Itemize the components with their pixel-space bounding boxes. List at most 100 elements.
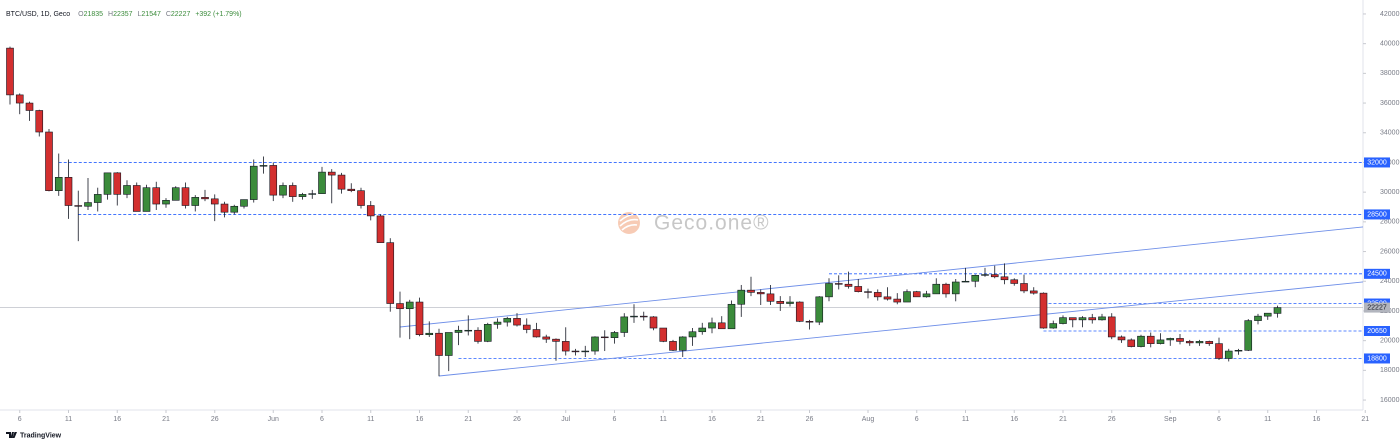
candle-body: [942, 283, 950, 295]
candle-body: [93, 194, 102, 203]
plot: 1600018000200002200024000260002800030000…: [0, 11, 1400, 423]
y-tick-label: 34000: [1380, 130, 1400, 137]
low-value: 21547: [141, 11, 161, 18]
candle-body: [610, 332, 619, 338]
candle-body: [1127, 339, 1136, 347]
candle-body: [6, 47, 14, 96]
candle-body: [132, 185, 141, 212]
candle-body: [191, 197, 200, 206]
x-tick-label: 11: [660, 416, 667, 423]
candle-body: [1078, 317, 1087, 321]
y-tick-label: 38000: [1380, 70, 1400, 77]
candle-body: [912, 291, 921, 298]
candle-body: [152, 187, 161, 205]
candle-body: [298, 194, 307, 197]
x-tick-label: 26: [513, 416, 521, 423]
candle-body: [327, 171, 336, 176]
x-tick-label: 21: [162, 416, 170, 423]
level-label-box: [1364, 325, 1390, 336]
candle-body: [1137, 335, 1145, 347]
candle-body: [64, 177, 73, 206]
candle-body: [1107, 316, 1116, 338]
candle-body: [1215, 343, 1223, 359]
candle-body: [708, 322, 716, 329]
y-tick-label: 16000: [1380, 397, 1400, 404]
candle-body: [747, 289, 755, 293]
candle-body: [279, 185, 287, 196]
x-tick-label: 16: [1313, 416, 1321, 423]
candle-body: [825, 283, 833, 298]
candle-body: [74, 205, 83, 207]
candle-body: [737, 289, 746, 305]
candle-body: [864, 291, 872, 293]
x-tick-label: 16: [708, 416, 716, 423]
candle-body: [318, 171, 326, 194]
candle-body: [854, 286, 863, 292]
candle-body: [776, 301, 785, 304]
x-tick-label: 11: [962, 416, 969, 423]
candle-body: [249, 165, 258, 200]
candle-body: [727, 303, 736, 330]
candle-body: [1185, 341, 1194, 344]
x-tick-label: 26: [211, 416, 219, 423]
close-value: 22227: [171, 11, 191, 18]
candle-body: [630, 315, 638, 318]
trendline: [399, 226, 1364, 328]
brand-text: TradingView: [20, 432, 62, 439]
candle-body: [561, 341, 570, 352]
x-tick-label: 26: [1108, 416, 1116, 423]
x-tick-label: 16: [113, 416, 121, 423]
candle-body: [142, 187, 151, 212]
x-tick-label: 21: [757, 416, 765, 423]
candle-body: [786, 301, 794, 304]
candle-body: [1117, 336, 1126, 341]
candle-body: [1263, 312, 1272, 317]
candle-body: [951, 281, 960, 295]
candle-body: [288, 185, 297, 197]
candle-body: [483, 324, 492, 342]
candle-body: [756, 292, 765, 295]
symbol: BTC/USD, 1D, Geco: [6, 11, 70, 18]
x-tick-label: 6: [320, 416, 324, 423]
candle-body: [522, 324, 531, 330]
candle-body: [454, 329, 463, 333]
candle-body: [1234, 350, 1243, 352]
x-tick-label: 21: [464, 416, 472, 423]
candle-body: [834, 283, 843, 285]
watermark-text: Geco.one®: [654, 212, 770, 235]
x-tick-label: 26: [806, 416, 814, 423]
brand[interactable]: TradingView: [6, 432, 62, 439]
candle-body: [795, 301, 804, 322]
level-label-box: [1364, 209, 1390, 220]
x-tick-label: 21: [1059, 416, 1067, 423]
candle-body: [357, 190, 365, 206]
open-value: 21835: [84, 11, 104, 18]
candle-body: [591, 336, 599, 352]
candle-body: [347, 188, 356, 191]
candle-body: [971, 275, 980, 282]
candle-body: [1146, 335, 1155, 344]
low-label: L: [138, 11, 142, 18]
candle-body: [1098, 316, 1106, 321]
candle-body: [883, 296, 892, 300]
candle-body: [1273, 307, 1282, 314]
legend-header: BTC/USD, 1D, Geco O21835 H22357 L21547 C…: [6, 11, 242, 18]
candle-body: [649, 316, 658, 329]
high-value: 22357: [113, 11, 133, 18]
candle-body: [15, 94, 24, 104]
candle-body: [435, 332, 443, 356]
candle-body: [571, 350, 580, 353]
candle-body: [474, 329, 482, 342]
x-tick-label: 6: [613, 416, 617, 423]
candle-body: [513, 318, 521, 326]
candle-body: [581, 350, 590, 353]
candle-body: [123, 185, 131, 195]
candle-body: [659, 327, 668, 342]
level-label-box: [1364, 268, 1390, 279]
candle-body: [103, 172, 112, 195]
candle-body: [532, 329, 541, 338]
candle-body: [210, 198, 219, 205]
high-label: H: [108, 11, 113, 18]
candle-body: [366, 205, 375, 217]
